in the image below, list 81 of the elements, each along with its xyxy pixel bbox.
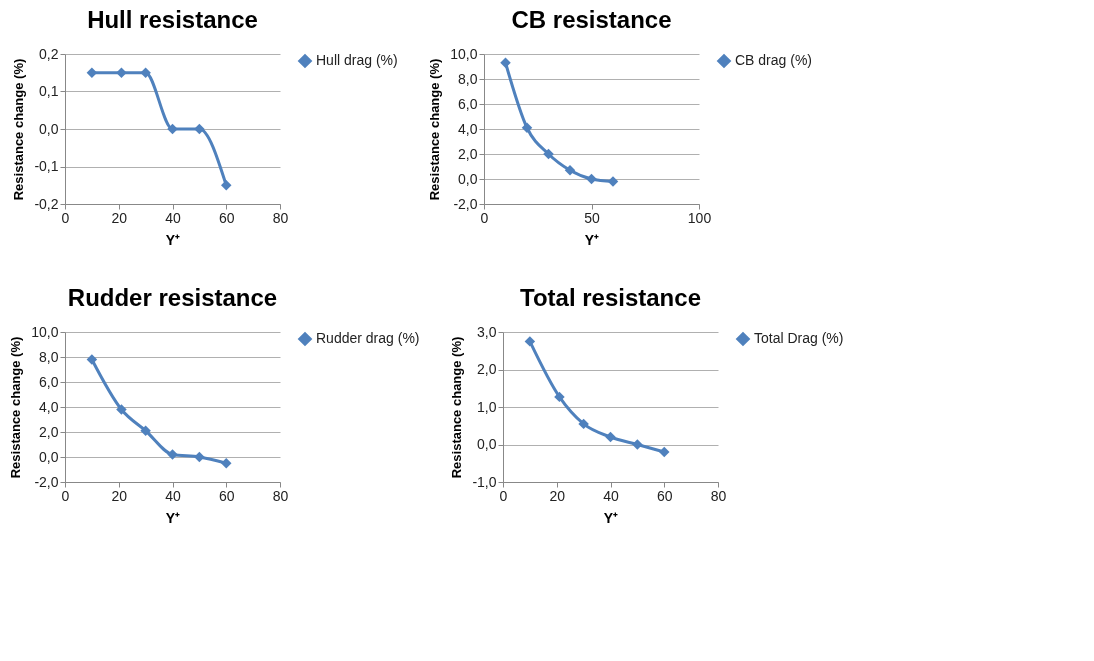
x-axis-title: Y⁺ (603, 509, 619, 526)
point (632, 439, 643, 450)
x-axis-title: Y⁺ (165, 231, 181, 248)
chart-title: Rudder resistance (67, 284, 278, 311)
x-tick-label: 0 (61, 487, 70, 504)
point (140, 425, 151, 436)
point (86, 354, 98, 365)
x-tick-label: 0 (61, 209, 70, 226)
x-tick-label: 20 (111, 209, 128, 226)
y-tick-label: 0,0 (39, 120, 59, 137)
point (221, 458, 232, 469)
y-tick-label: 10,0 (31, 323, 59, 340)
x-tick-label: 40 (165, 209, 181, 226)
x-tick-label: 80 (272, 209, 289, 226)
point (578, 418, 589, 430)
point (116, 67, 127, 78)
y-tick-label: 10,0 (450, 45, 478, 62)
x-tick-label: 40 (165, 487, 181, 504)
y-tick-label: 6,0 (39, 373, 59, 390)
y-tick-label: -0,1 (34, 158, 59, 174)
y-axis-title: Resistance change (%) (11, 58, 27, 201)
y-tick-label: 0,0 (477, 436, 497, 452)
point (167, 449, 178, 460)
y-tick-label: 0,2 (39, 45, 59, 62)
chart-title: Total resistance (520, 284, 701, 311)
x-tick-label: 0 (480, 209, 489, 226)
y-tick-label: 8,0 (458, 70, 478, 87)
point (586, 173, 597, 185)
x-tick-label: 0 (499, 487, 508, 504)
point (194, 123, 205, 135)
point (140, 67, 151, 78)
point (607, 176, 619, 187)
point (116, 404, 127, 415)
y-tick-label: 2,0 (477, 361, 497, 377)
y-tick-label: -0,2 (34, 195, 59, 212)
y-axis-title: Resistance change (%) (449, 336, 465, 479)
legend-label: Rudder drag (%) (316, 330, 420, 346)
y-tick-label: 6,0 (458, 95, 478, 112)
x-tick-label: 80 (272, 487, 289, 504)
y-tick-label: 0,1 (39, 83, 59, 99)
y-tick-label: 0,0 (458, 170, 478, 187)
x-axis-title: Y⁺ (165, 509, 181, 526)
x-tick-label: 60 (656, 487, 673, 504)
y-tick-label: 1,0 (477, 398, 497, 415)
legend-label: CB drag (%) (735, 52, 813, 68)
y-tick-label: 3,0 (477, 323, 497, 340)
x-tick-label: 60 (218, 487, 235, 504)
y-axis-title: Resistance change (%) (427, 58, 443, 201)
legend-label: Total Drag (%) (754, 330, 844, 346)
point (500, 57, 511, 68)
x-tick-label: 100 (687, 209, 712, 226)
y-tick-label: 4,0 (458, 120, 478, 137)
y-tick-label: -2,0 (453, 195, 478, 212)
point (543, 148, 554, 160)
x-axis-title: Y⁺ (584, 231, 600, 248)
y-tick-label: 0,0 (39, 448, 59, 465)
point (554, 391, 565, 403)
y-tick-label: 8,0 (39, 348, 59, 365)
x-tick-label: 20 (549, 487, 566, 504)
point (167, 123, 178, 135)
y-tick-label: 2,0 (458, 145, 478, 162)
y-tick-label: -1,0 (472, 473, 497, 490)
point (194, 451, 205, 463)
y-tick-label: -2,0 (34, 473, 59, 490)
chart-title: CB resistance (511, 6, 672, 33)
x-tick-label: 80 (710, 487, 727, 504)
chart-title: Hull resistance (87, 6, 258, 33)
y-axis-title: Resistance change (%) (8, 336, 24, 479)
x-tick-label: 60 (218, 209, 235, 226)
y-tick-label: 4,0 (39, 398, 59, 415)
point (605, 431, 616, 443)
x-tick-label: 50 (584, 209, 600, 226)
legend-label: Hull drag (%) (316, 52, 398, 68)
point (524, 336, 536, 347)
y-tick-label: 2,0 (39, 423, 59, 440)
point (659, 446, 670, 458)
point (564, 165, 576, 176)
point (521, 122, 533, 133)
x-tick-label: 40 (603, 487, 619, 504)
x-tick-label: 20 (111, 487, 128, 504)
point (221, 180, 232, 191)
